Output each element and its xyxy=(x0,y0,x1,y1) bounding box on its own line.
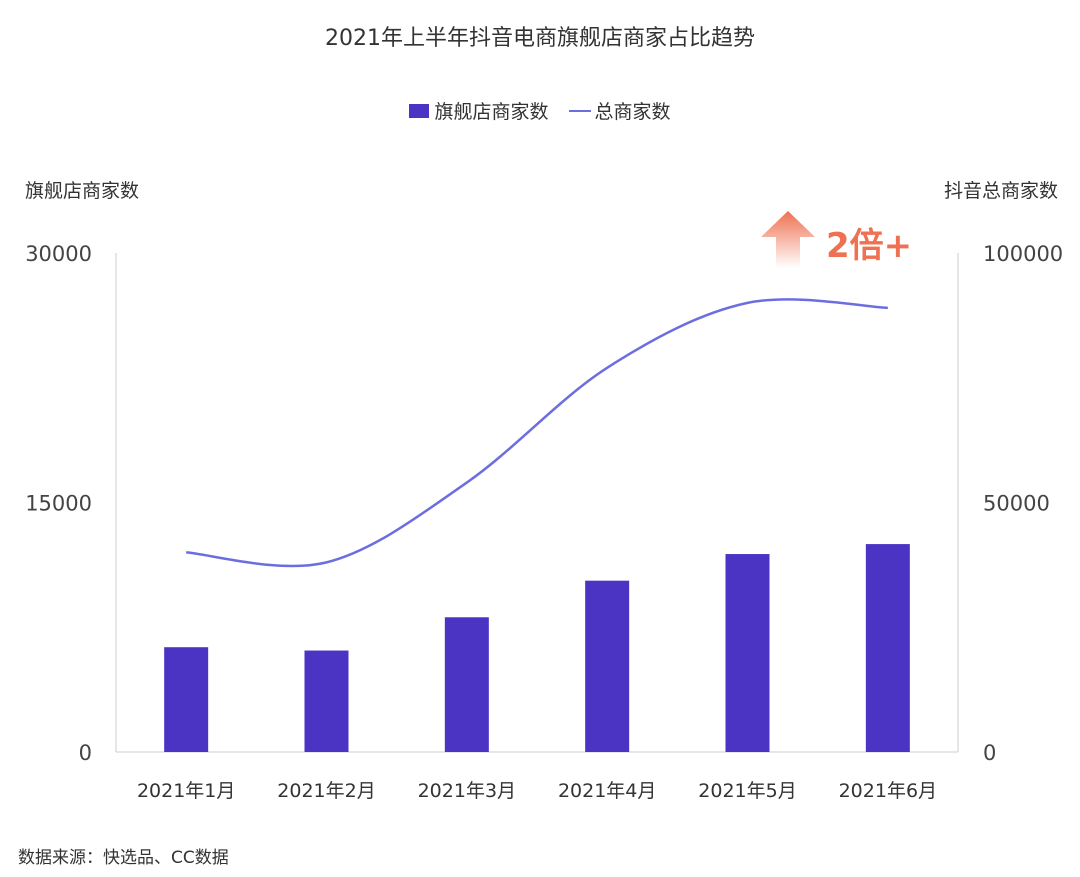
legend-line-swatch xyxy=(568,109,591,112)
legend-item-bar: 旗舰店商家数 xyxy=(409,97,549,124)
bar-flagship-2 xyxy=(304,650,349,752)
bar-flagship-5 xyxy=(725,554,770,752)
axes-layer xyxy=(115,253,959,753)
left-tick-label: 0 xyxy=(79,741,92,765)
left-axis-title: 旗舰店商家数 xyxy=(25,180,140,202)
x-tick-label: 2021年5月 xyxy=(698,780,796,802)
x-tick-label: 2021年2月 xyxy=(277,780,375,802)
bar-flagship-4 xyxy=(585,580,630,752)
right-axis-title: 抖音总商家数 xyxy=(943,180,1058,202)
bar-flagship-6 xyxy=(865,544,910,752)
x-tick-label: 2021年1月 xyxy=(137,780,235,802)
left-tick-label: 30000 xyxy=(25,242,92,266)
line-layer xyxy=(186,298,888,568)
right-tick-label: 0 xyxy=(983,741,996,765)
bar-flagship-3 xyxy=(444,617,489,752)
x-tick-label: 2021年3月 xyxy=(418,780,516,802)
legend-item-line: 总商家数 xyxy=(568,97,671,124)
left-tick-label: 15000 xyxy=(25,492,92,516)
x-tick-label: 2021年4月 xyxy=(558,780,656,802)
x-tick-label: 2021年6月 xyxy=(839,780,937,802)
legend: 旗舰店商家数 总商家数 xyxy=(0,97,1080,124)
growth-badge: 2倍+ xyxy=(826,226,913,266)
bars-layer xyxy=(164,544,910,752)
right-tick-label: 100000 xyxy=(983,242,1063,266)
legend-bar-label: 旗舰店商家数 xyxy=(434,101,549,123)
total-merchants-line xyxy=(186,298,888,568)
right-tick-label: 50000 xyxy=(983,492,1050,516)
up-arrow-icon xyxy=(761,211,815,268)
legend-line-label: 总商家数 xyxy=(594,101,671,123)
legend-bar-swatch xyxy=(409,103,430,118)
chart-title: 2021年上半年抖音电商旗舰店商家占比趋势 xyxy=(325,26,755,51)
bar-flagship-1 xyxy=(164,647,209,752)
data-source: 数据来源：快选品、CC数据 xyxy=(18,848,229,868)
labels-layer: 0 15000 30000 0 50000 100000 2021年1月 2021年2月 202… xyxy=(25,242,1063,802)
